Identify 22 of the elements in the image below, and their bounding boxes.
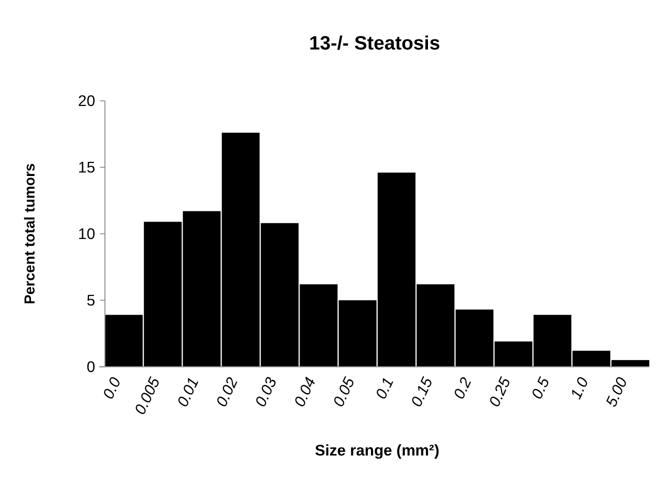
y-axis-title: Percent total tumors bbox=[22, 163, 38, 304]
x-tick-label: 0.05 bbox=[330, 374, 359, 410]
x-tick-label: 0.1 bbox=[372, 375, 398, 402]
x-tick-label: 0.15 bbox=[408, 374, 437, 410]
y-tick-label: 15 bbox=[78, 160, 96, 177]
x-tick-label: 0.02 bbox=[213, 374, 242, 410]
x-tick-label: 0.2 bbox=[450, 374, 476, 402]
x-axis-title: Size range (mm²) bbox=[314, 442, 440, 460]
x-tick-label: 0.25 bbox=[486, 374, 514, 410]
y-tick-label: 0 bbox=[86, 359, 96, 376]
x-tick-label: 0.5 bbox=[528, 374, 554, 402]
x-tick-label: 0.0 bbox=[100, 374, 125, 402]
x-tick-label: 0.04 bbox=[291, 374, 320, 410]
x-tick-label: 0.005 bbox=[132, 374, 164, 418]
chart-title: 13-/- Steatosis bbox=[309, 34, 440, 55]
y-tick-label: 10 bbox=[78, 226, 96, 244]
x-tick-label: 5.00 bbox=[603, 374, 632, 410]
x-tick-label: 1.0 bbox=[568, 374, 592, 402]
x-tick-label: 0.03 bbox=[252, 374, 281, 410]
y-tick-label: 5 bbox=[86, 292, 96, 310]
y-tick-label: 20 bbox=[78, 93, 96, 110]
x-tick-label: 0.01 bbox=[174, 375, 203, 410]
